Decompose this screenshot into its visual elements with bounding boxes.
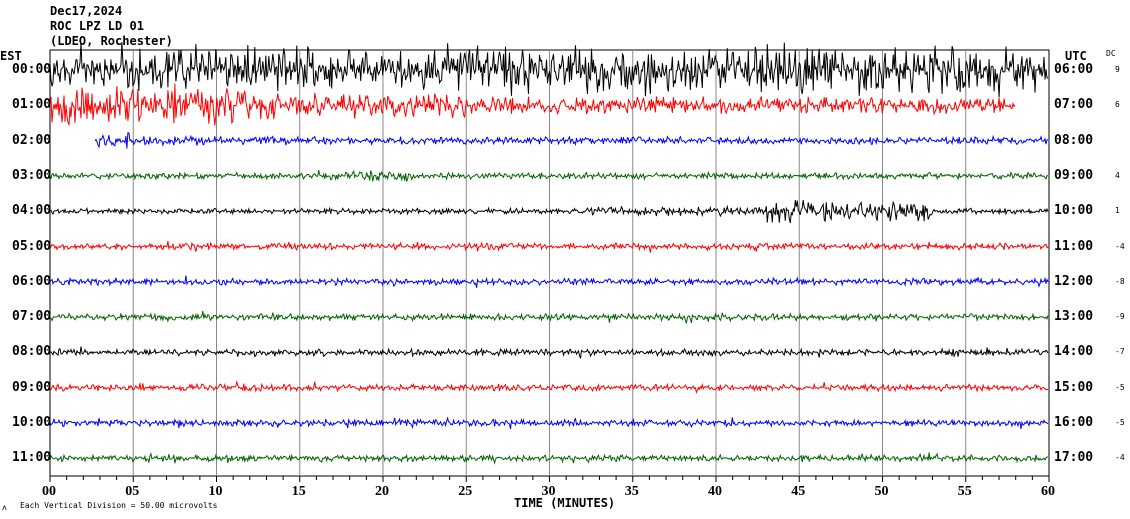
x-tick-label: 10 [208, 484, 223, 499]
row-utc-label: 17:00 [1054, 450, 1094, 466]
row-utc-label: 12:00 [1054, 273, 1094, 289]
x-tick-label: 55 [957, 484, 972, 499]
row-utc-label: 14:00 [1054, 344, 1094, 360]
trace-0800 [50, 346, 1049, 359]
row-dc-value: 9 [1115, 65, 1120, 74]
row-utc-label: 11:00 [1054, 238, 1094, 254]
x-tick-label: 20 [375, 484, 389, 499]
logo-mark: ᴧ [2, 503, 7, 512]
x-tick-label: 60 [1041, 484, 1055, 499]
row-dc-value: 4 [1115, 170, 1120, 180]
row-utc-label: 15:00 [1054, 379, 1094, 395]
utc-label: UTC [1065, 49, 1087, 63]
dc-label: DC [1106, 49, 1116, 58]
row-dc-value: -4 [1115, 453, 1125, 463]
row-est-label: 02:00 [12, 132, 52, 148]
est-label: EST [0, 49, 22, 63]
trace-0500 [49, 241, 1049, 253]
trace-1100 [49, 452, 1049, 465]
row-est-label: 06:00 [12, 273, 52, 289]
row-utc-label: 16:00 [1054, 415, 1094, 430]
row-utc-label: 06:00 [1054, 62, 1094, 77]
trace-0900 [49, 380, 1049, 395]
x-tick-label: 00 [42, 484, 56, 499]
trace-0100 [49, 83, 1016, 126]
row-utc-label: 08:00 [1054, 132, 1094, 148]
station-label: ROC LPZ LD 01 [50, 19, 144, 33]
row-utc-label: 07:00 [1054, 97, 1094, 113]
row-est-label: 09:00 [12, 379, 52, 395]
trace-0700 [49, 310, 1049, 324]
row-dc-value: -4 [1115, 241, 1125, 251]
row-dc-value: -5 [1115, 418, 1125, 427]
trace-1000 [49, 416, 1049, 430]
row-est-label: 10:00 [12, 415, 52, 430]
row-est-label: 11:00 [12, 450, 52, 466]
x-tick-label: 40 [708, 484, 722, 499]
date-label: Dec17,2024 [50, 4, 123, 18]
row-utc-label: 13:00 [1054, 309, 1094, 325]
row-est-label: 03:00 [12, 167, 52, 183]
row-est-label: 07:00 [12, 309, 52, 325]
row-est-label: 08:00 [12, 344, 52, 360]
row-est-label: 04:00 [12, 203, 52, 219]
x-tick-label: 30 [541, 484, 556, 499]
row-dc-value: -8 [1115, 276, 1125, 286]
trace-0600 [49, 275, 1049, 288]
row-est-label: 05:00 [12, 238, 52, 254]
x-tick-label: 35 [624, 484, 639, 499]
x-tick-label: 25 [458, 484, 473, 499]
row-dc-value: -7 [1115, 347, 1125, 357]
row-dc-value: 6 [1115, 100, 1120, 110]
x-tick-label: 15 [291, 484, 306, 499]
trace-0400 [49, 199, 1049, 224]
row-utc-label: 09:00 [1054, 167, 1094, 183]
x-tick-label: 50 [874, 484, 889, 499]
scale-note: Each Vertical Division = 50.00 microvolt… [20, 501, 218, 510]
x-axis-title: TIME (MINUTES) [514, 496, 616, 510]
row-dc-value: -9 [1115, 312, 1125, 322]
trace-0000 [49, 42, 1049, 98]
x-tick-label: 05 [125, 484, 140, 499]
row-est-label: 00:00 [12, 62, 52, 77]
row-dc-value: -5 [1115, 382, 1125, 392]
row-utc-label: 10:00 [1054, 203, 1094, 219]
trace-0200 [94, 132, 1049, 149]
row-est-label: 01:00 [12, 97, 52, 113]
row-dc-value: 1 [1115, 206, 1120, 216]
trace-0300 [49, 169, 1049, 182]
x-tick-label: 45 [791, 484, 806, 499]
